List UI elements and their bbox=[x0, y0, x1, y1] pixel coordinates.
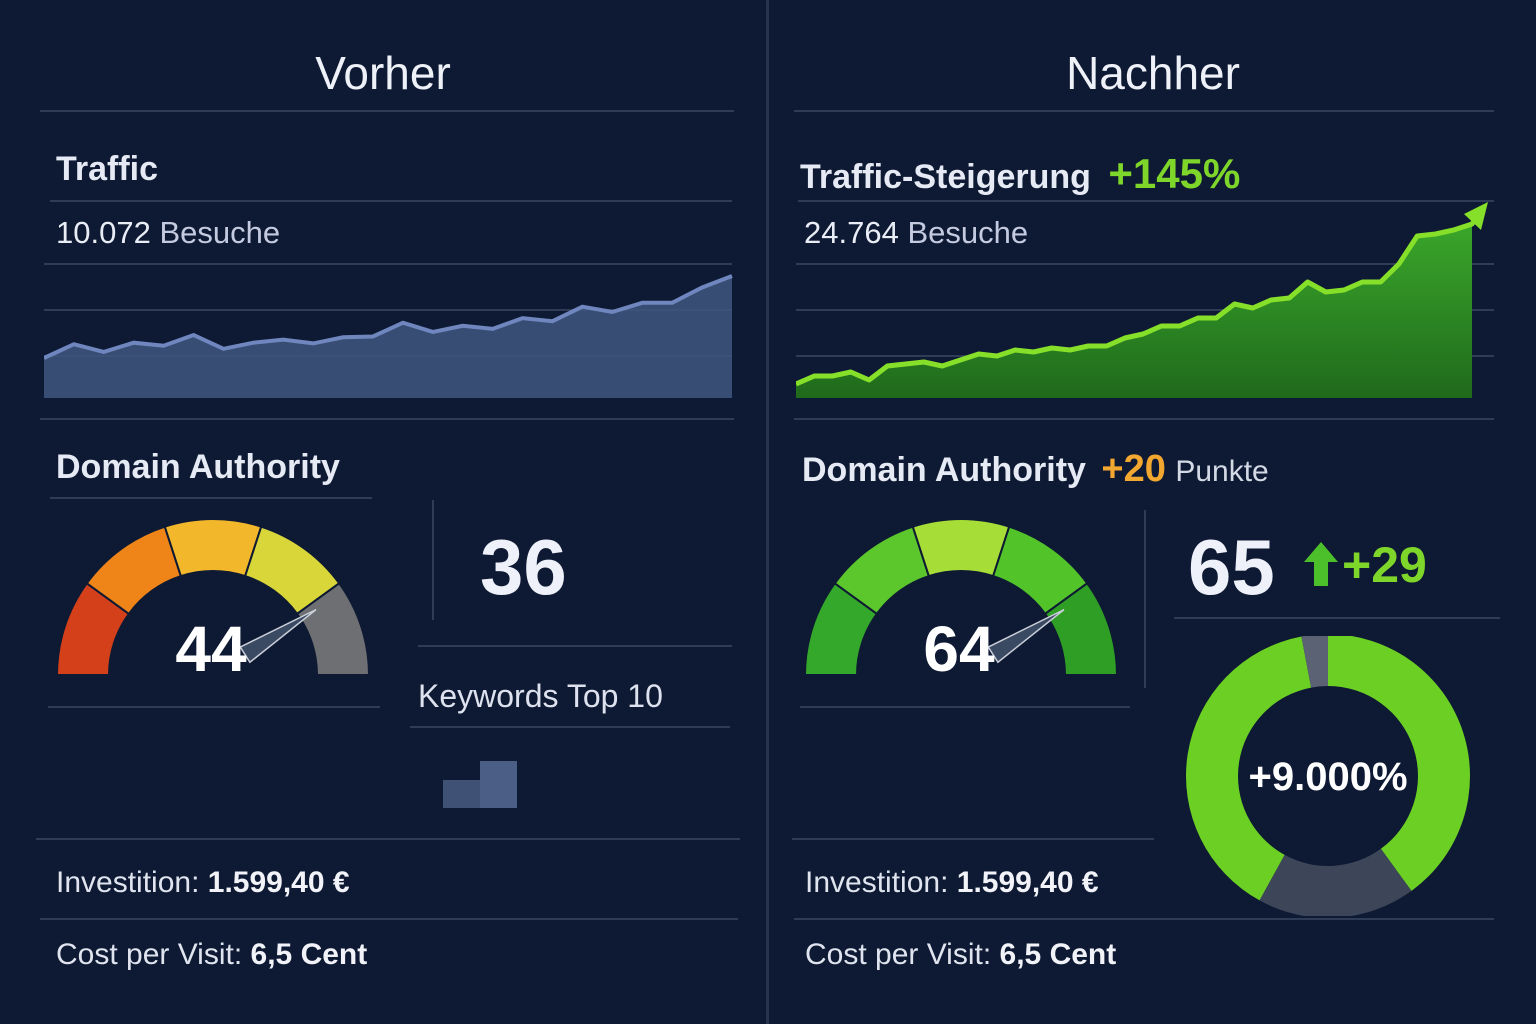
da-title: Domain Authority bbox=[802, 451, 1086, 489]
keywords-bar bbox=[480, 761, 517, 808]
cpv-value: 6,5 Cent bbox=[999, 938, 1117, 971]
divider bbox=[800, 706, 1130, 708]
after-heading: Nachher bbox=[1066, 47, 1240, 99]
divider bbox=[798, 200, 1494, 202]
gauge-value: 64 bbox=[923, 613, 995, 685]
traffic-change: +145% bbox=[1108, 150, 1241, 197]
investment-row: Investition: 1.599,40 € bbox=[56, 866, 350, 900]
da-change: +20 bbox=[1101, 448, 1166, 490]
divider bbox=[794, 918, 1494, 920]
keywords-value: 65 bbox=[1188, 523, 1275, 611]
gauge-value: 44 bbox=[175, 613, 247, 685]
da-change-unit: Punkte bbox=[1175, 455, 1269, 488]
cpv-value: 6,5 Cent bbox=[250, 938, 368, 971]
after-traffic-chart bbox=[796, 202, 1494, 398]
divider bbox=[1174, 617, 1500, 619]
donut-segment-green bbox=[1186, 636, 1470, 901]
divider bbox=[40, 110, 734, 112]
before-panel: Vorher Traffic 10.072 Besuche Domain Aut… bbox=[0, 0, 766, 1024]
investment-label: Investition: bbox=[805, 866, 949, 899]
before-traffic-area bbox=[44, 276, 732, 398]
visits-unit: Besuche bbox=[907, 215, 1029, 250]
investment-label: Investition: bbox=[56, 866, 200, 899]
panel-divider bbox=[766, 0, 769, 1024]
traffic-title: Traffic-Steigerung +145% bbox=[800, 150, 1240, 198]
cpv-label: Cost per Visit: bbox=[56, 938, 243, 971]
keywords-bar bbox=[443, 780, 480, 808]
after-da-gauge: 64 bbox=[803, 518, 1119, 685]
investment-value: 1.599,40 € bbox=[956, 866, 1099, 899]
keywords-title: Keywords Top 10 bbox=[418, 678, 663, 714]
divider bbox=[50, 200, 732, 202]
after-traffic-area bbox=[796, 224, 1472, 398]
investment-row: Investition: 1.599,40 € bbox=[805, 866, 1099, 900]
donut-segment-gray bbox=[1301, 636, 1328, 688]
gauge-segment bbox=[163, 518, 263, 578]
visits-value: 10.072 bbox=[56, 215, 151, 250]
da-title: Domain Authority bbox=[56, 448, 340, 486]
divider bbox=[794, 418, 1494, 420]
after-panel: Nachher Traffic-Steigerung +145% 24.764 … bbox=[770, 0, 1536, 1024]
divider bbox=[792, 838, 1154, 840]
divider bbox=[410, 726, 730, 728]
gauge-segment bbox=[295, 581, 371, 676]
keywords-change: +29 bbox=[1342, 537, 1427, 593]
before-traffic-chart bbox=[44, 263, 733, 398]
cpv-row: Cost per Visit: 6,5 Cent bbox=[56, 938, 367, 972]
da-title-row: Domain Authority +20 Punkte bbox=[802, 448, 1269, 491]
visits-readout: 10.072 Besuche bbox=[56, 215, 280, 251]
gauge-segment bbox=[1043, 581, 1119, 676]
before-da-gauge: 44 bbox=[55, 518, 371, 685]
gauge-needle bbox=[239, 608, 317, 664]
divider bbox=[40, 418, 734, 420]
divider bbox=[48, 706, 380, 708]
divider bbox=[50, 497, 372, 499]
before-traffic-line bbox=[44, 274, 733, 360]
gauge-needle bbox=[987, 608, 1065, 664]
keywords-donut: +9.000% bbox=[1186, 636, 1470, 916]
donut-segment-dark bbox=[1259, 848, 1412, 916]
keywords-value: 36 bbox=[480, 523, 567, 611]
visits-unit: Besuche bbox=[159, 215, 281, 250]
investment-value: 1.599,40 € bbox=[207, 866, 350, 899]
cpv-label: Cost per Visit: bbox=[805, 938, 992, 971]
trend-arrow-icon bbox=[1464, 202, 1488, 230]
divider bbox=[418, 645, 732, 647]
donut-label: +9.000% bbox=[1248, 755, 1407, 799]
keywords-bar-icon bbox=[443, 761, 517, 808]
divider bbox=[36, 838, 740, 840]
up-arrow-icon bbox=[1304, 542, 1338, 586]
gauge-segment bbox=[911, 518, 1011, 578]
divider bbox=[794, 110, 1494, 112]
divider bbox=[432, 500, 434, 620]
traffic-title-label: Traffic-Steigerung bbox=[800, 158, 1091, 196]
after-traffic-line bbox=[796, 210, 1483, 387]
divider bbox=[1144, 510, 1146, 688]
visits-readout: 24.764 Besuche bbox=[804, 215, 1028, 251]
divider bbox=[40, 918, 738, 920]
cpv-row: Cost per Visit: 6,5 Cent bbox=[805, 938, 1116, 972]
before-heading: Vorher bbox=[315, 47, 451, 99]
visits-value: 24.764 bbox=[804, 215, 899, 250]
traffic-title: Traffic bbox=[56, 150, 159, 188]
